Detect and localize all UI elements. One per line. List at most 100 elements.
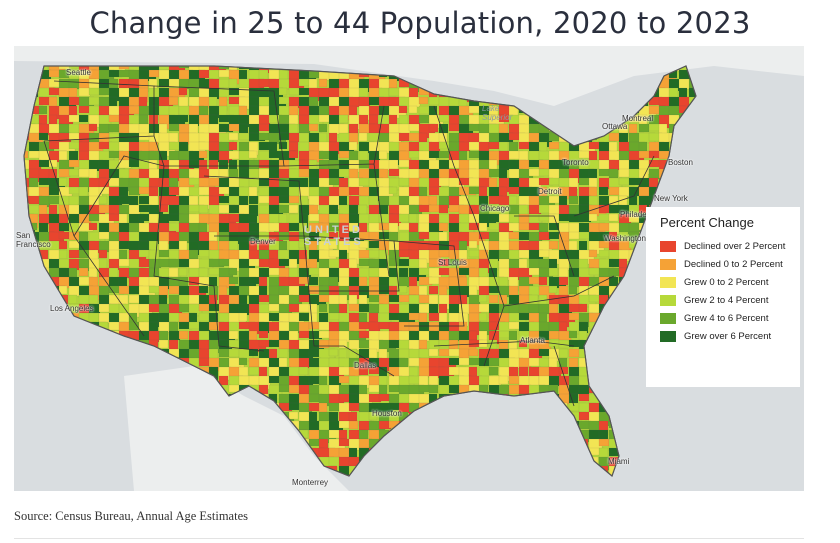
county-cell xyxy=(488,213,501,223)
county-cell xyxy=(58,66,75,70)
county-cell xyxy=(498,276,509,288)
county-cell xyxy=(428,348,439,357)
county-cell xyxy=(428,276,440,285)
legend-label: Grew 2 to 4 Percent xyxy=(684,295,769,306)
legend-label: Grew 0 to 2 Percent xyxy=(684,277,769,288)
county-cell xyxy=(338,447,351,459)
county-cell xyxy=(418,339,428,350)
county-cell xyxy=(238,339,251,350)
county-cell xyxy=(288,150,299,159)
county-cell xyxy=(288,105,299,117)
county-cell xyxy=(478,222,488,232)
county-cell xyxy=(368,249,381,259)
county-cell xyxy=(438,204,449,214)
county-cell xyxy=(578,240,588,252)
county-cell xyxy=(428,375,439,386)
county-cell xyxy=(238,195,249,207)
county-cell xyxy=(418,348,430,359)
city-label-seattle: Seattle xyxy=(66,68,91,77)
county-cell xyxy=(278,249,290,261)
legend-item: Declined over 2 Percent xyxy=(660,240,785,253)
county-cell xyxy=(258,285,268,297)
county-cell xyxy=(318,78,328,88)
county-cell xyxy=(388,384,401,393)
county-cell xyxy=(68,285,81,297)
county-cell xyxy=(298,312,310,322)
county-cell xyxy=(338,249,348,260)
county-cell xyxy=(608,213,619,222)
county-cell xyxy=(468,159,480,171)
county-cell xyxy=(518,231,531,241)
county-cell xyxy=(588,267,601,276)
county-cell xyxy=(348,339,361,351)
county-cell xyxy=(368,258,381,269)
county-cell xyxy=(538,159,550,170)
county-cell xyxy=(318,402,328,414)
county-cell xyxy=(178,114,189,123)
county-cell xyxy=(288,258,298,269)
county-cell xyxy=(508,222,520,232)
county-cell xyxy=(428,285,439,295)
county-cell xyxy=(318,303,328,313)
county-cell xyxy=(258,159,271,169)
city-label-detroit: Detroit xyxy=(538,187,562,196)
county-cell xyxy=(548,258,558,270)
county-cell xyxy=(478,294,488,303)
county-cell xyxy=(58,231,70,240)
county-cell xyxy=(278,240,288,252)
choropleth-map: UNITED STATES Lake Superior Seattle San … xyxy=(14,46,804,491)
city-label-los-angeles: Los Angeles xyxy=(50,304,94,313)
county-cell xyxy=(648,177,659,189)
county-cell xyxy=(568,240,578,251)
county-cell xyxy=(178,123,191,134)
county-cell xyxy=(388,339,401,349)
legend-label: Grew 4 to 6 Percent xyxy=(684,313,769,324)
county-cell xyxy=(268,195,280,206)
county-cell xyxy=(58,177,68,187)
county-cell xyxy=(188,222,201,233)
county-cell xyxy=(278,195,291,204)
county-cell xyxy=(268,78,281,90)
county-cell xyxy=(298,87,310,96)
county-cell xyxy=(608,231,618,241)
county-cell xyxy=(378,87,390,98)
county-cell xyxy=(38,177,50,186)
county-cell xyxy=(388,159,399,170)
city-label-monterrey: Monterrey xyxy=(292,478,329,487)
county-cell xyxy=(168,150,180,162)
county-cell xyxy=(488,366,499,376)
county-cell xyxy=(408,96,421,108)
county-cell xyxy=(218,231,230,242)
county-cell xyxy=(248,186,258,198)
county-cell xyxy=(408,114,421,126)
county-cell xyxy=(498,339,509,350)
county-cell xyxy=(498,240,511,252)
county-cell xyxy=(598,438,610,447)
county-cell xyxy=(68,150,79,161)
county-cell xyxy=(308,123,319,132)
county-cell xyxy=(78,105,91,114)
country-watermark: UNITED STATES xyxy=(304,224,364,248)
county-cell xyxy=(188,159,201,169)
county-cell xyxy=(338,114,349,124)
county-cell xyxy=(168,186,181,196)
county-cell xyxy=(528,303,540,315)
county-cell xyxy=(378,303,391,315)
county-cell xyxy=(378,150,388,160)
county-cell xyxy=(278,87,288,96)
county-cell xyxy=(188,339,201,351)
county-cell xyxy=(198,186,211,196)
county-cell xyxy=(448,132,460,143)
county-cell xyxy=(408,105,418,114)
county-cell xyxy=(58,168,71,178)
county-cell xyxy=(128,186,141,196)
county-cell xyxy=(278,141,288,150)
county-cell xyxy=(168,267,179,278)
city-label-boston: Boston xyxy=(668,158,693,167)
county-cell xyxy=(398,105,408,114)
city-label-washington: Washington xyxy=(604,234,646,243)
county-cell xyxy=(248,123,260,135)
county-cell xyxy=(478,285,490,296)
county-cell xyxy=(328,384,341,395)
county-cell xyxy=(508,348,521,360)
